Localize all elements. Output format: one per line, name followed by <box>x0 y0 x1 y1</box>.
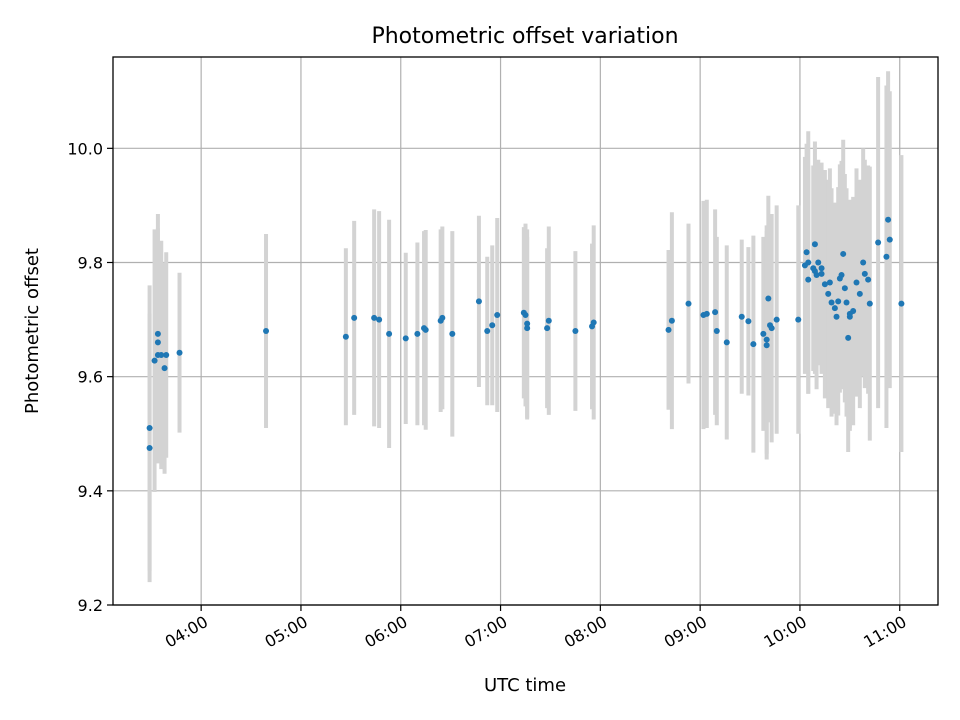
data-point <box>745 318 752 325</box>
data-point <box>843 299 850 306</box>
data-point <box>840 250 847 257</box>
data-point <box>151 357 158 364</box>
data-point <box>825 290 832 297</box>
data-point <box>813 272 820 279</box>
data-point <box>146 445 153 452</box>
data-point <box>763 336 770 343</box>
data-point <box>811 241 818 248</box>
y-axis-ticks: 9.2 9.4 9.6 9.8 10.0 <box>67 139 113 615</box>
data-point <box>163 351 170 358</box>
data-point <box>821 281 828 288</box>
data-point <box>522 312 529 319</box>
data-point <box>351 314 358 321</box>
data-point <box>161 365 168 372</box>
data-point <box>402 335 409 342</box>
data-point <box>713 328 720 334</box>
y-tick-label: 9.8 <box>78 254 103 273</box>
data-point <box>828 299 835 306</box>
data-point <box>826 279 833 286</box>
data-point <box>875 239 882 246</box>
data-point <box>838 272 845 279</box>
y-tick-label: 10.0 <box>67 139 103 158</box>
data-point <box>886 236 893 243</box>
data-point <box>805 259 812 266</box>
data-point <box>414 330 421 337</box>
data-point <box>856 290 863 297</box>
data-point <box>845 334 852 341</box>
data-point <box>768 325 775 332</box>
data-point <box>815 259 822 266</box>
data-point <box>489 322 496 329</box>
data-points <box>146 216 905 452</box>
data-point <box>841 285 848 292</box>
data-point <box>685 300 692 307</box>
y-axis-label: Photometric offset <box>22 248 43 414</box>
data-point <box>760 330 767 337</box>
data-point <box>773 316 780 323</box>
data-point <box>738 313 745 320</box>
data-point <box>475 298 482 305</box>
data-point <box>850 308 857 315</box>
data-point <box>449 330 456 337</box>
y-tick-label: 9.4 <box>78 482 103 501</box>
data-point <box>439 314 446 321</box>
data-point <box>572 328 579 334</box>
y-tick-label: 9.6 <box>78 368 103 387</box>
data-point <box>665 326 672 333</box>
x-axis-label: UTC time <box>484 675 566 696</box>
data-point <box>545 317 552 324</box>
data-point <box>668 317 675 324</box>
data-point <box>803 249 810 256</box>
data-point <box>712 309 719 316</box>
data-point <box>154 339 161 346</box>
data-point <box>342 333 349 340</box>
data-point <box>818 265 825 272</box>
data-point <box>376 316 383 323</box>
data-point <box>885 216 892 223</box>
data-point <box>494 312 501 319</box>
data-point <box>818 270 825 277</box>
chart-title: Photometric offset variation <box>371 24 678 49</box>
data-point <box>386 330 393 337</box>
data-point <box>831 305 838 312</box>
data-point <box>765 295 772 302</box>
data-point <box>805 276 812 283</box>
data-point <box>146 425 153 432</box>
y-tick-label: 9.2 <box>78 596 103 615</box>
data-point <box>544 325 551 332</box>
data-point <box>371 314 378 321</box>
data-point <box>154 330 161 337</box>
data-point <box>723 339 730 346</box>
data-point <box>861 270 868 277</box>
data-point <box>795 316 802 323</box>
data-point <box>883 253 890 260</box>
data-point <box>158 351 165 358</box>
data-point <box>860 259 867 266</box>
plot-frame <box>112 56 939 606</box>
data-point <box>176 349 183 356</box>
data-point <box>866 300 873 307</box>
data-point <box>835 298 842 305</box>
data-point <box>865 276 872 283</box>
data-point <box>524 325 531 332</box>
data-point <box>898 300 905 307</box>
data-point <box>263 328 270 334</box>
data-point <box>484 328 491 334</box>
data-point <box>524 320 531 327</box>
data-point <box>422 326 429 333</box>
data-point <box>750 341 757 348</box>
data-point <box>703 310 710 317</box>
data-point <box>763 342 770 349</box>
data-point <box>853 279 860 286</box>
data-point <box>833 313 840 320</box>
data-point <box>590 319 597 326</box>
